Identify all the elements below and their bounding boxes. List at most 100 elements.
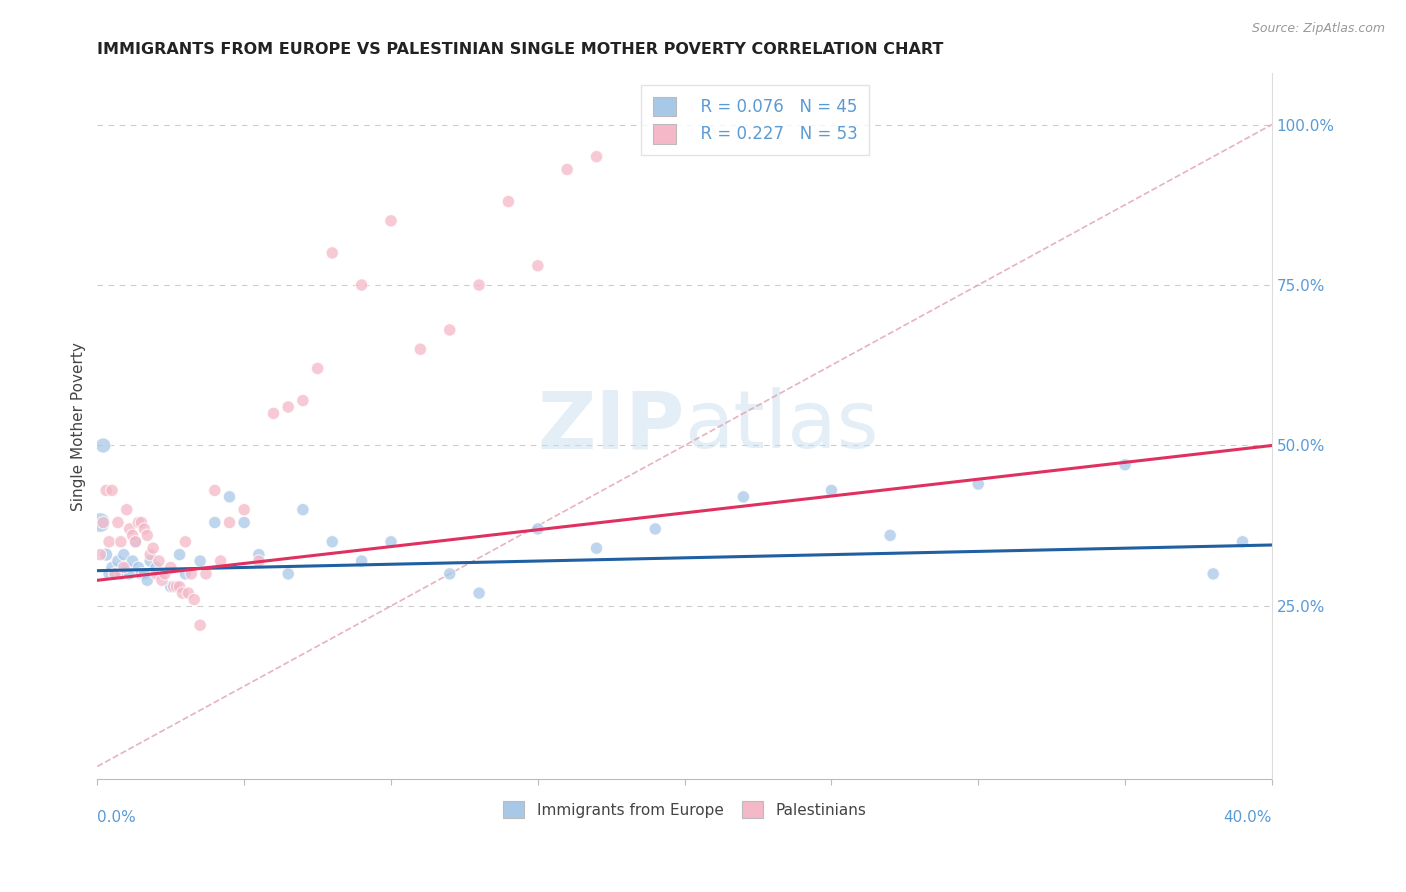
Point: [159, 560, 181, 574]
Point: [177, 586, 200, 600]
Point: [183, 592, 205, 607]
Point: [110, 566, 132, 581]
Point: [153, 566, 176, 581]
Text: ZIP: ZIP: [537, 387, 685, 466]
Point: [321, 534, 343, 549]
Point: [115, 502, 138, 516]
Y-axis label: Single Mother Poverty: Single Mother Poverty: [72, 342, 86, 511]
Point: [112, 548, 135, 562]
Point: [204, 483, 226, 498]
Point: [291, 393, 314, 408]
Point: [107, 516, 129, 530]
Point: [174, 566, 197, 581]
Point: [468, 278, 491, 293]
Point: [91, 516, 114, 530]
Point: [1114, 458, 1136, 472]
Point: [166, 580, 188, 594]
Point: [555, 162, 578, 177]
Point: [644, 522, 666, 536]
Point: [91, 438, 114, 452]
Point: [188, 618, 211, 632]
Point: [247, 548, 270, 562]
Point: [96, 483, 118, 498]
Point: [380, 534, 402, 549]
Point: [89, 516, 111, 530]
Point: [136, 528, 159, 542]
Point: [233, 516, 256, 530]
Point: [247, 554, 270, 568]
Point: [136, 574, 159, 588]
Point: [124, 534, 146, 549]
Point: [150, 566, 173, 581]
Point: [104, 566, 127, 581]
Point: [967, 477, 990, 491]
Point: [139, 554, 162, 568]
Point: [291, 502, 314, 516]
Point: [142, 541, 165, 556]
Point: [148, 554, 170, 568]
Point: [172, 586, 194, 600]
Point: [350, 278, 373, 293]
Point: [96, 548, 118, 562]
Point: [468, 586, 491, 600]
Point: [180, 566, 202, 581]
Point: [159, 580, 181, 594]
Text: Source: ZipAtlas.com: Source: ZipAtlas.com: [1251, 22, 1385, 36]
Point: [527, 259, 550, 273]
Point: [145, 560, 167, 574]
Point: [350, 554, 373, 568]
Point: [277, 566, 299, 581]
Text: atlas: atlas: [685, 387, 879, 466]
Point: [380, 214, 402, 228]
Point: [174, 534, 197, 549]
Point: [150, 574, 173, 588]
Point: [307, 361, 329, 376]
Point: [233, 502, 256, 516]
Point: [104, 566, 127, 581]
Point: [1232, 534, 1254, 549]
Point: [218, 490, 240, 504]
Point: [733, 490, 755, 504]
Point: [118, 522, 141, 536]
Point: [112, 560, 135, 574]
Point: [121, 554, 143, 568]
Point: [439, 323, 461, 337]
Point: [169, 580, 191, 594]
Point: [209, 554, 232, 568]
Point: [124, 534, 146, 549]
Point: [409, 342, 432, 356]
Point: [527, 522, 550, 536]
Point: [218, 516, 240, 530]
Point: [498, 194, 520, 209]
Point: [127, 560, 149, 574]
Point: [134, 522, 156, 536]
Point: [101, 483, 124, 498]
Point: [118, 566, 141, 581]
Text: 0.0%: 0.0%: [97, 810, 136, 824]
Point: [127, 516, 149, 530]
Point: [188, 554, 211, 568]
Point: [101, 560, 124, 574]
Point: [131, 566, 153, 581]
Point: [163, 580, 186, 594]
Point: [134, 566, 156, 581]
Point: [195, 566, 218, 581]
Point: [107, 554, 129, 568]
Legend: Immigrants from Europe, Palestinians: Immigrants from Europe, Palestinians: [496, 795, 872, 824]
Point: [131, 516, 153, 530]
Point: [321, 246, 343, 260]
Point: [169, 548, 191, 562]
Point: [121, 528, 143, 542]
Point: [585, 541, 607, 556]
Point: [820, 483, 842, 498]
Point: [89, 548, 111, 562]
Point: [439, 566, 461, 581]
Point: [98, 534, 121, 549]
Point: [204, 516, 226, 530]
Point: [1202, 566, 1225, 581]
Text: IMMIGRANTS FROM EUROPE VS PALESTINIAN SINGLE MOTHER POVERTY CORRELATION CHART: IMMIGRANTS FROM EUROPE VS PALESTINIAN SI…: [97, 42, 943, 57]
Point: [98, 566, 121, 581]
Point: [110, 534, 132, 549]
Point: [879, 528, 901, 542]
Text: 40.0%: 40.0%: [1223, 810, 1272, 824]
